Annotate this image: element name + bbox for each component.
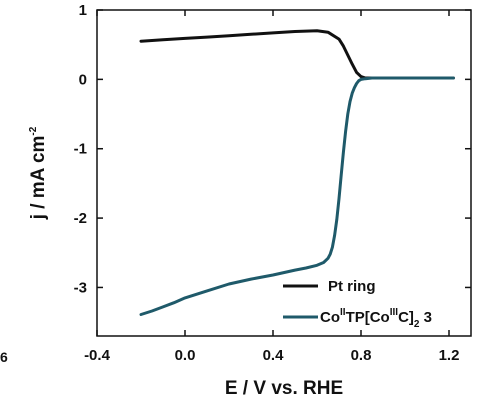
legend-label-part: 3 [419, 309, 432, 326]
x-tick-label: 0.8 [351, 347, 372, 364]
legend-label-part: II [340, 307, 346, 318]
x-tick-label: -0.4 [84, 347, 111, 364]
series-line-pt-ring [139, 29, 455, 80]
y-tick-label: 1 [79, 2, 87, 19]
legend-label-part: TP[Co [346, 309, 390, 326]
legend-label-co-complex: CoIITP[CoIIIC]2 3 [320, 307, 432, 330]
legend-label-part: C] [398, 309, 414, 326]
plot-frame [96, 9, 472, 337]
series-layer [139, 29, 455, 316]
legend: Pt ring CoIITP[CoIIIC]2 3 [283, 278, 432, 330]
legend-label-part: III [390, 307, 399, 318]
ticks: -0.4 0.0 0.4 0.8 1.2 1 0 -1 -2 -3 [74, 2, 471, 364]
x-axis-title: E / V vs. RHE [225, 378, 343, 399]
y-axis-title: j / mA cm-2 [28, 126, 49, 220]
y-axis-title-sup: -2 [28, 126, 39, 135]
legend-label-pt-ring: Pt ring [328, 278, 376, 295]
y-tick-label: 0 [79, 71, 87, 88]
y-tick-label: -2 [74, 210, 87, 227]
x-tick-label: 1.2 [439, 347, 460, 364]
legend-label-part: Co [320, 309, 340, 326]
x-tick-label: 0.4 [263, 347, 285, 364]
x-tick-label: 0.0 [175, 347, 196, 364]
y-tick-label: -3 [74, 279, 87, 296]
edge-text: 6 [0, 349, 8, 365]
legend-label-part: 2 [414, 319, 420, 330]
y-tick-label: -1 [74, 141, 87, 158]
series-line-co-complex [139, 76, 455, 316]
y-axis-title-main: j / mA cm [28, 136, 49, 221]
